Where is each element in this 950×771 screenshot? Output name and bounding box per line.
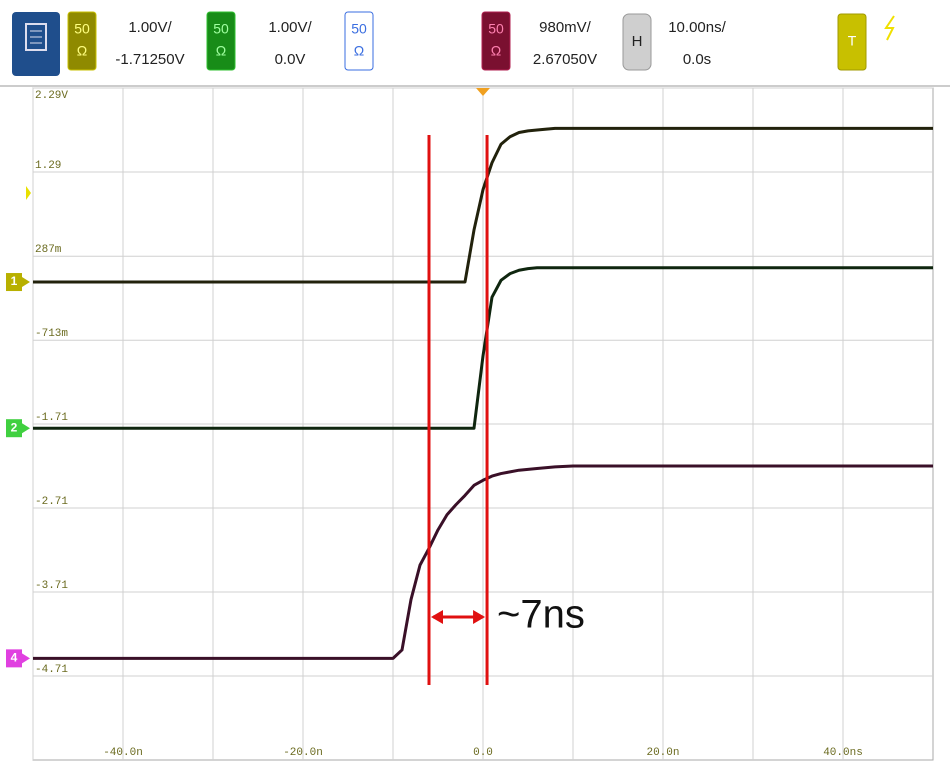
ch2-impedance-button[interactable] [206, 11, 236, 71]
channel-tag-arrow [22, 277, 30, 288]
waveform [33, 126, 933, 284]
y-tick-label: -3.71 [35, 580, 68, 592]
ch4-impedance: 50 [488, 21, 504, 37]
horizontal-button[interactable] [622, 13, 652, 71]
channel-tag [6, 273, 22, 292]
ch4-impedance-button[interactable] [481, 11, 511, 71]
channel-tag [6, 649, 22, 668]
ch1-impedance-button[interactable] [67, 11, 97, 71]
ch2-offset: 0.0V [275, 51, 306, 68]
trigger-edge-icon [884, 15, 895, 41]
trigger-label: T [848, 33, 857, 49]
y-tick-label: 2.29V [35, 90, 68, 102]
channel-tag-label: 1 [11, 274, 18, 288]
channel-tag-arrow [22, 423, 30, 434]
ch2-scale: 1.00V/ [268, 19, 312, 36]
horizontal-scale: 10.00ns/ [668, 19, 726, 36]
waveform [33, 266, 933, 430]
menu-icon [25, 23, 47, 51]
channel-tag-label: 4 [11, 651, 18, 665]
x-tick-label: -40.0n [103, 747, 143, 759]
y-tick-label: 1.29 [35, 160, 61, 172]
ch1-offset: -1.71250V [115, 51, 184, 68]
menu-button[interactable] [12, 12, 60, 76]
horizontal-label: H [632, 33, 643, 50]
ch2-unit: Ω [216, 43, 226, 59]
y-tick-label: -1.71 [35, 412, 68, 424]
horizontal-delay: 0.0s [683, 51, 711, 68]
ch1-impedance: 50 [74, 21, 90, 37]
ch3-impedance-button[interactable] [344, 11, 374, 71]
channel-tag [6, 419, 22, 438]
trigger-level-marker [26, 186, 31, 200]
ch4-unit: Ω [491, 43, 501, 59]
cursor-annotation: ~7ns [497, 593, 585, 637]
channel-tag-label: 2 [11, 420, 18, 434]
ch3-impedance: 50 [351, 21, 367, 37]
x-tick-label: 40.0ns [823, 747, 863, 759]
x-tick-label: -20.0n [283, 747, 323, 759]
ch2-impedance: 50 [213, 21, 229, 37]
ch1-unit: Ω [77, 43, 87, 59]
x-tick-label: 0.0 [473, 747, 493, 759]
y-tick-label: -2.71 [35, 496, 68, 508]
ch1-scale: 1.00V/ [128, 19, 172, 36]
ch4-offset: 2.67050V [533, 51, 597, 68]
trigger-button[interactable] [837, 13, 867, 71]
cursor-arrowhead [473, 610, 486, 624]
y-tick-label: -4.71 [35, 664, 68, 676]
ch4-scale: 980mV/ [539, 19, 592, 36]
channel-tag-arrow [22, 653, 30, 664]
y-tick-label: 287m [35, 244, 62, 256]
cursor-arrowhead [431, 610, 443, 624]
toolbar [0, 0, 950, 86]
x-tick-label: 20.0n [646, 747, 679, 759]
ch3-unit: Ω [354, 43, 364, 59]
y-tick-label: -713m [35, 328, 68, 340]
trigger-position-marker [476, 88, 490, 96]
waveform [33, 464, 933, 660]
